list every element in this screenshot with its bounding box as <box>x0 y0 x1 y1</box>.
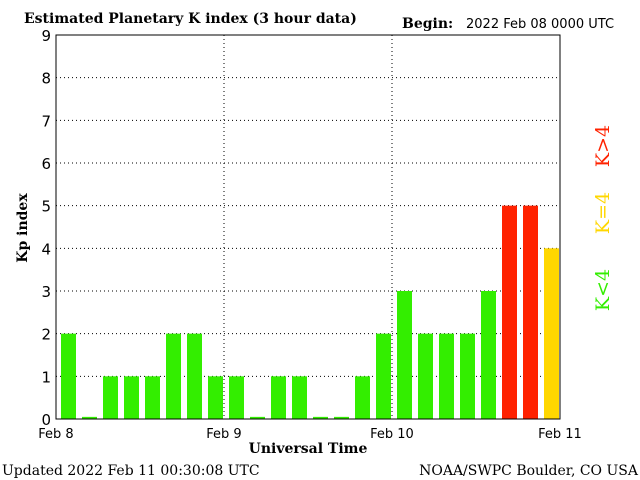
y-tick-label: 6 <box>41 155 51 173</box>
chart-title: Estimated Planetary K index (3 hour data… <box>24 11 357 27</box>
x-tick-label: Feb 10 <box>370 427 414 442</box>
legend-item-equal: K=4 <box>592 192 614 234</box>
kp-bar <box>523 205 538 419</box>
kp-bar <box>544 248 559 419</box>
begin-value: 2022 Feb 08 0000 UTC <box>466 17 614 32</box>
kp-bar <box>418 333 433 419</box>
x-axis-label: Universal Time <box>249 441 368 457</box>
kp-bar <box>250 416 265 419</box>
kp-bar <box>481 291 496 419</box>
kp-bar <box>208 376 223 419</box>
updated-timestamp: Updated 2022 Feb 11 00:30:08 UTC <box>2 463 260 479</box>
x-tick-label: Feb 11 <box>538 427 582 442</box>
kp-bar <box>355 376 370 419</box>
y-tick-label: 8 <box>41 70 51 88</box>
x-tick-label: Feb 9 <box>206 427 241 442</box>
kp-bar <box>61 333 76 419</box>
kp-bar <box>82 416 97 419</box>
y-tick-label: 2 <box>41 326 51 344</box>
y-tick-labels: 0 1 2 3 4 5 6 7 8 9 <box>41 27 51 429</box>
kp-bar <box>397 291 412 419</box>
y-tick-label: 4 <box>41 240 51 258</box>
x-tick-label: Feb 8 <box>38 427 73 442</box>
begin-label: Begin: <box>402 16 453 32</box>
y-tick-label: 5 <box>41 198 51 216</box>
kp-bar <box>439 333 454 419</box>
x-tick-labels: Feb 8 Feb 9 Feb 10 Feb 11 <box>38 427 582 442</box>
kp-bar <box>166 333 181 419</box>
y-tick-label: 0 <box>41 411 51 429</box>
kp-bars <box>61 205 559 419</box>
kp-bar <box>229 376 244 419</box>
kp-bar <box>313 416 328 419</box>
grid-lines <box>56 35 560 419</box>
kp-bar <box>376 333 391 419</box>
kp-bar <box>187 333 202 419</box>
y-tick-label: 7 <box>41 112 51 130</box>
kp-bar <box>502 205 517 419</box>
legend: K<4 K=4 K>4 <box>592 125 614 311</box>
kp-bar <box>292 376 307 419</box>
source-credit: NOAA/SWPC Boulder, CO USA <box>419 463 639 479</box>
y-tick-label: 3 <box>41 283 51 301</box>
kp-bar <box>334 416 349 419</box>
kp-bar <box>124 376 139 419</box>
y-axis-label: Kp index <box>15 193 31 263</box>
y-tick-label: 9 <box>41 27 51 45</box>
y-tick-label: 1 <box>41 368 51 386</box>
kp-bar <box>271 376 286 419</box>
plot-frame <box>55 34 561 420</box>
kp-bar <box>145 376 160 419</box>
legend-item-high: K>4 <box>592 125 614 167</box>
kp-bar <box>460 333 475 419</box>
legend-item-low: K<4 <box>592 269 614 311</box>
kp-bar <box>103 376 118 419</box>
